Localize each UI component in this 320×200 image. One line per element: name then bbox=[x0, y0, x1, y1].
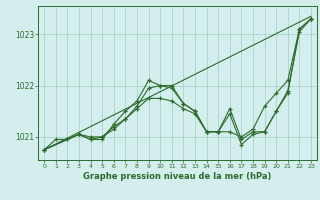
X-axis label: Graphe pression niveau de la mer (hPa): Graphe pression niveau de la mer (hPa) bbox=[84, 172, 272, 181]
